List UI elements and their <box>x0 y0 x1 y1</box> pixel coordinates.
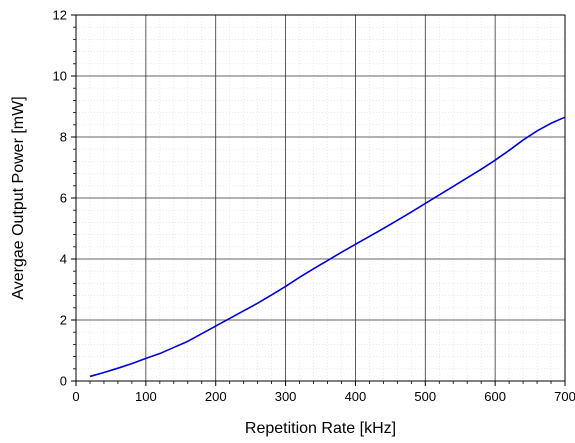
x-tick-label: 300 <box>275 389 297 404</box>
x-tick-labels: 0 100 200 300 400 500 600 700 <box>72 389 575 404</box>
series-layer <box>89 116 566 378</box>
axis-ticks <box>71 14 566 386</box>
x-tick-label: 400 <box>345 389 367 404</box>
y-tick-label: 2 <box>60 313 67 328</box>
major-grid <box>76 15 565 381</box>
y-tick-label: 8 <box>60 130 67 145</box>
y-tick-label: 6 <box>60 191 67 206</box>
x-tick-label: 600 <box>484 389 506 404</box>
x-tick-label: 0 <box>72 389 79 404</box>
y-tick-label: 12 <box>53 8 67 23</box>
series-line <box>89 116 566 378</box>
x-tick-label: 500 <box>414 389 436 404</box>
x-tick-label: 700 <box>554 389 575 404</box>
x-axis-label: Repetition Rate [kHz] <box>245 420 396 437</box>
x-tick-label: 100 <box>135 389 157 404</box>
x-tick-label: 200 <box>205 389 227 404</box>
y-tick-label: 10 <box>53 69 67 84</box>
y-tick-label: 0 <box>60 374 67 389</box>
y-tick-label: 4 <box>60 252 67 267</box>
y-axis-label: Avergae Output Power [mW] <box>10 96 27 299</box>
y-tick-labels: 0 2 4 6 8 10 12 <box>53 8 67 389</box>
